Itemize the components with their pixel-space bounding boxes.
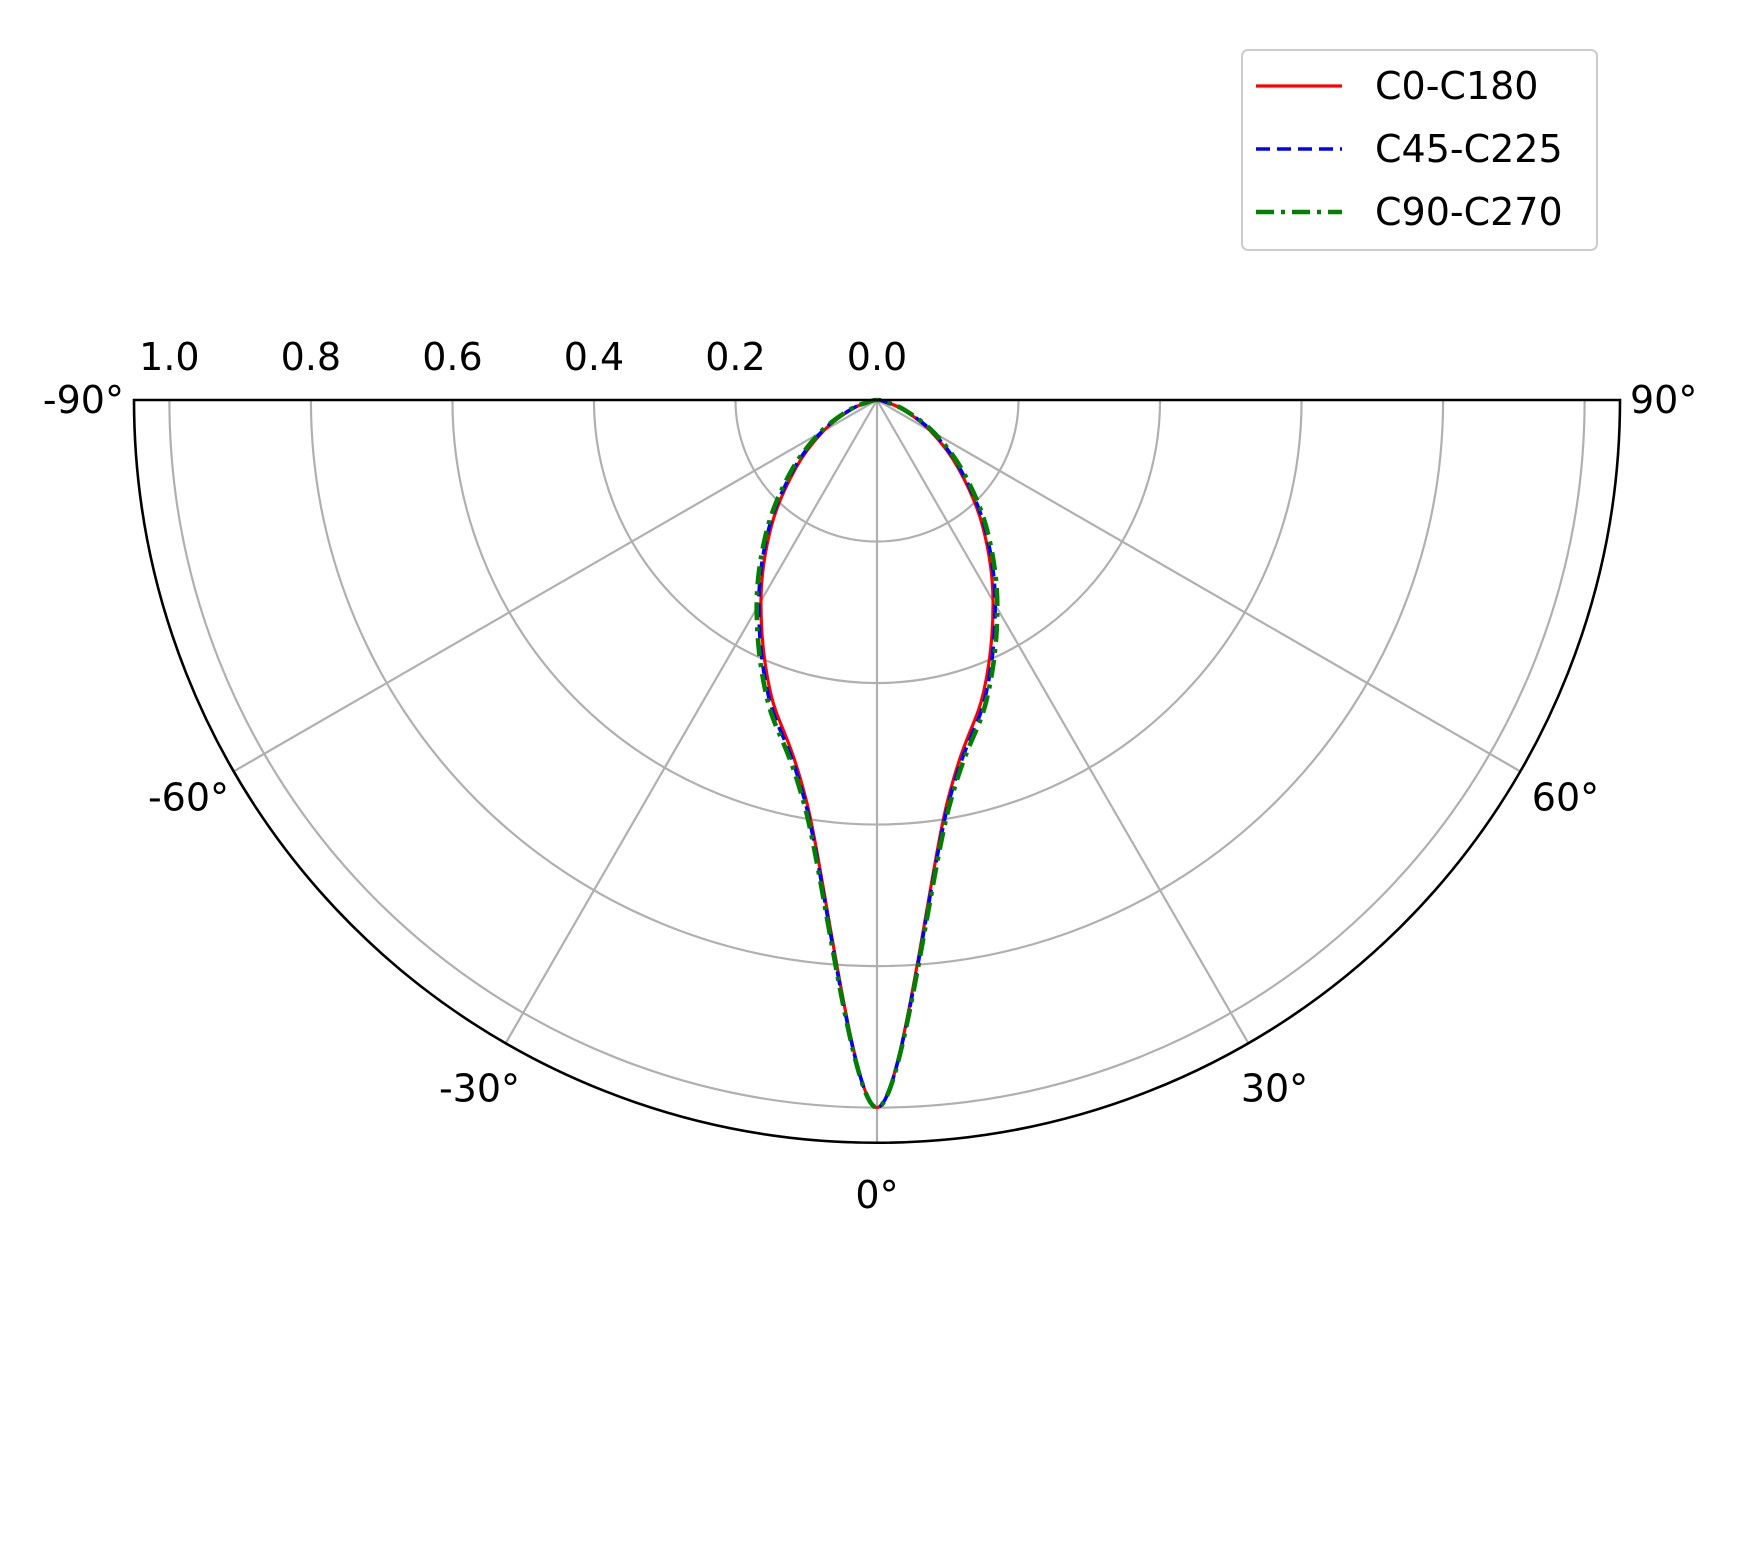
- series-line-c45-c225: [757, 398, 997, 1110]
- radial-tick-label: 0.2: [705, 335, 765, 379]
- angular-gridline: [504, 399, 878, 1045]
- angle-tick-label: -60°: [148, 776, 229, 820]
- angle-tick-label: 30°: [1241, 1066, 1308, 1110]
- legend-label: C90-C270: [1375, 190, 1563, 234]
- angular-gridline: [876, 399, 1522, 773]
- radial-tick-label: 0.8: [281, 335, 341, 379]
- legend-label: C0-C180: [1375, 64, 1539, 108]
- angle-tick-label: -30°: [439, 1066, 520, 1110]
- legend-label: C45-C225: [1375, 127, 1563, 171]
- angle-tick-label: 90°: [1630, 378, 1697, 422]
- frame-layer: [132, 398, 1622, 1145]
- angle-tick-label: 0°: [855, 1173, 898, 1217]
- radial-tick-label: 0.0: [847, 335, 907, 379]
- series-layer: [754, 397, 1000, 1110]
- grid-layer: [168, 399, 1586, 1143]
- angular-gridline: [876, 399, 1250, 1045]
- legend-box: [1241, 49, 1598, 251]
- polar-frame: [132, 398, 1622, 1145]
- legend: C0-C180 C45-C225 C90-C270: [1241, 49, 1598, 251]
- angle-tick-label: -90°: [43, 378, 124, 422]
- radial-tick-label: 1.0: [139, 335, 199, 379]
- ticks-layer: 0.0 0.2 0.4 0.6 0.8 1.0 -90° -60° -30° 0° 30° 60° 90…: [43, 335, 1697, 1217]
- radial-tick-label: 0.4: [564, 335, 624, 379]
- angle-tick-label: 60°: [1532, 776, 1599, 820]
- series-line-c90-c270: [754, 397, 1000, 1110]
- radial-tick-label: 0.6: [422, 335, 482, 379]
- angular-gridline: [232, 399, 878, 773]
